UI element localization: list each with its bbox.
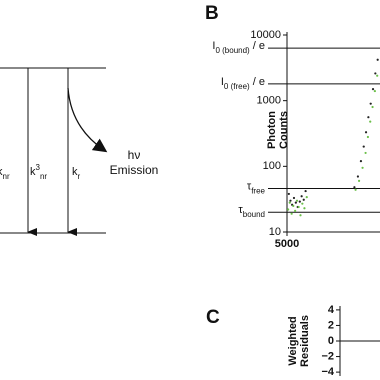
label-sub: 0 (free): [224, 82, 250, 91]
y-tick-label: 2: [328, 319, 334, 331]
y-tick-label: 0: [328, 335, 334, 347]
data-point: [294, 209, 297, 212]
y-axis-title: Photon: [266, 111, 278, 149]
y-tick-label: 1000: [257, 95, 281, 107]
data-point: [364, 151, 367, 155]
y-tick-label: 10000: [250, 29, 281, 41]
data-point: [292, 196, 296, 200]
data-point: [376, 58, 379, 61]
y-tick-label: −2: [321, 350, 334, 362]
data-point: [364, 131, 368, 134]
data-point: [353, 186, 356, 189]
energy-diagram: [0, 67, 108, 236]
panel-letter: C: [206, 307, 220, 328]
data-point: [366, 135, 370, 139]
data-point: [359, 160, 363, 163]
reference-label: I0 (free) / e: [221, 76, 265, 91]
x-tick-label: 5000: [275, 238, 299, 250]
data-point: [302, 198, 305, 201]
y-axis-title: Residuals: [299, 315, 311, 367]
label-tail: / e: [250, 40, 265, 52]
data-point: [369, 102, 372, 105]
label-base: k: [0, 166, 3, 178]
label-base: I: [212, 40, 215, 52]
data-point: [371, 105, 374, 109]
label-base: τ: [247, 180, 252, 192]
data-point: [362, 145, 365, 148]
label-sub: 0 (bound): [215, 46, 250, 55]
data-point: [369, 120, 372, 123]
data-point: [294, 201, 297, 204]
label-sup: 3: [36, 163, 41, 172]
data-point: [298, 200, 301, 203]
rate-label: knr: [0, 166, 10, 181]
y-tick-label: −4: [321, 366, 334, 378]
label-base: k: [72, 166, 78, 178]
data-point: [287, 192, 290, 196]
label-sub: r: [78, 172, 81, 181]
data-point: [304, 189, 307, 193]
data-point: [295, 199, 299, 202]
data-point: [300, 195, 303, 198]
data-point: [367, 116, 370, 119]
y-axis-title: Weighted: [287, 316, 299, 365]
y-tick-label: 100: [263, 160, 281, 172]
label-sub: free: [251, 186, 265, 195]
emission-label: Emission: [110, 163, 159, 177]
label-base: k: [30, 166, 36, 178]
data-point: [290, 212, 293, 215]
reference-label: τfree: [247, 180, 266, 195]
data-point: [374, 72, 377, 75]
rate-label: kr: [72, 166, 81, 181]
reference-label: I0 (bound) / e: [212, 40, 265, 55]
data-point: [356, 175, 360, 178]
emission-arrow: [67, 87, 108, 153]
emission-label: hν: [128, 148, 141, 162]
data-point: [376, 74, 379, 77]
data-point: [289, 199, 292, 202]
data-point: [354, 188, 357, 191]
y-axis-title: Counts: [278, 111, 290, 149]
data-point: [371, 88, 375, 91]
data-point: [305, 195, 308, 199]
y-tick-label: 10: [269, 226, 281, 238]
data-point: [287, 208, 290, 211]
data-point: [373, 89, 376, 93]
data-point: [301, 202, 304, 205]
label-base: I: [221, 76, 224, 88]
label-sub: nr: [3, 172, 10, 181]
label-sub: nr: [40, 172, 47, 181]
data-point: [292, 204, 295, 207]
data-point: [288, 201, 291, 204]
rate-label: k3nr: [30, 163, 47, 181]
data-point: [361, 166, 364, 169]
label-base: τ: [238, 204, 243, 216]
label-tail: / e: [250, 76, 265, 88]
data-point: [297, 205, 300, 209]
reference-label: τbound: [238, 204, 265, 219]
data-point: [299, 214, 302, 217]
data-point: [303, 207, 306, 210]
data-point: [357, 179, 361, 183]
panel-letter: B: [205, 3, 219, 24]
y-tick-label: 4: [328, 304, 335, 316]
label-sub: bound: [243, 210, 265, 219]
